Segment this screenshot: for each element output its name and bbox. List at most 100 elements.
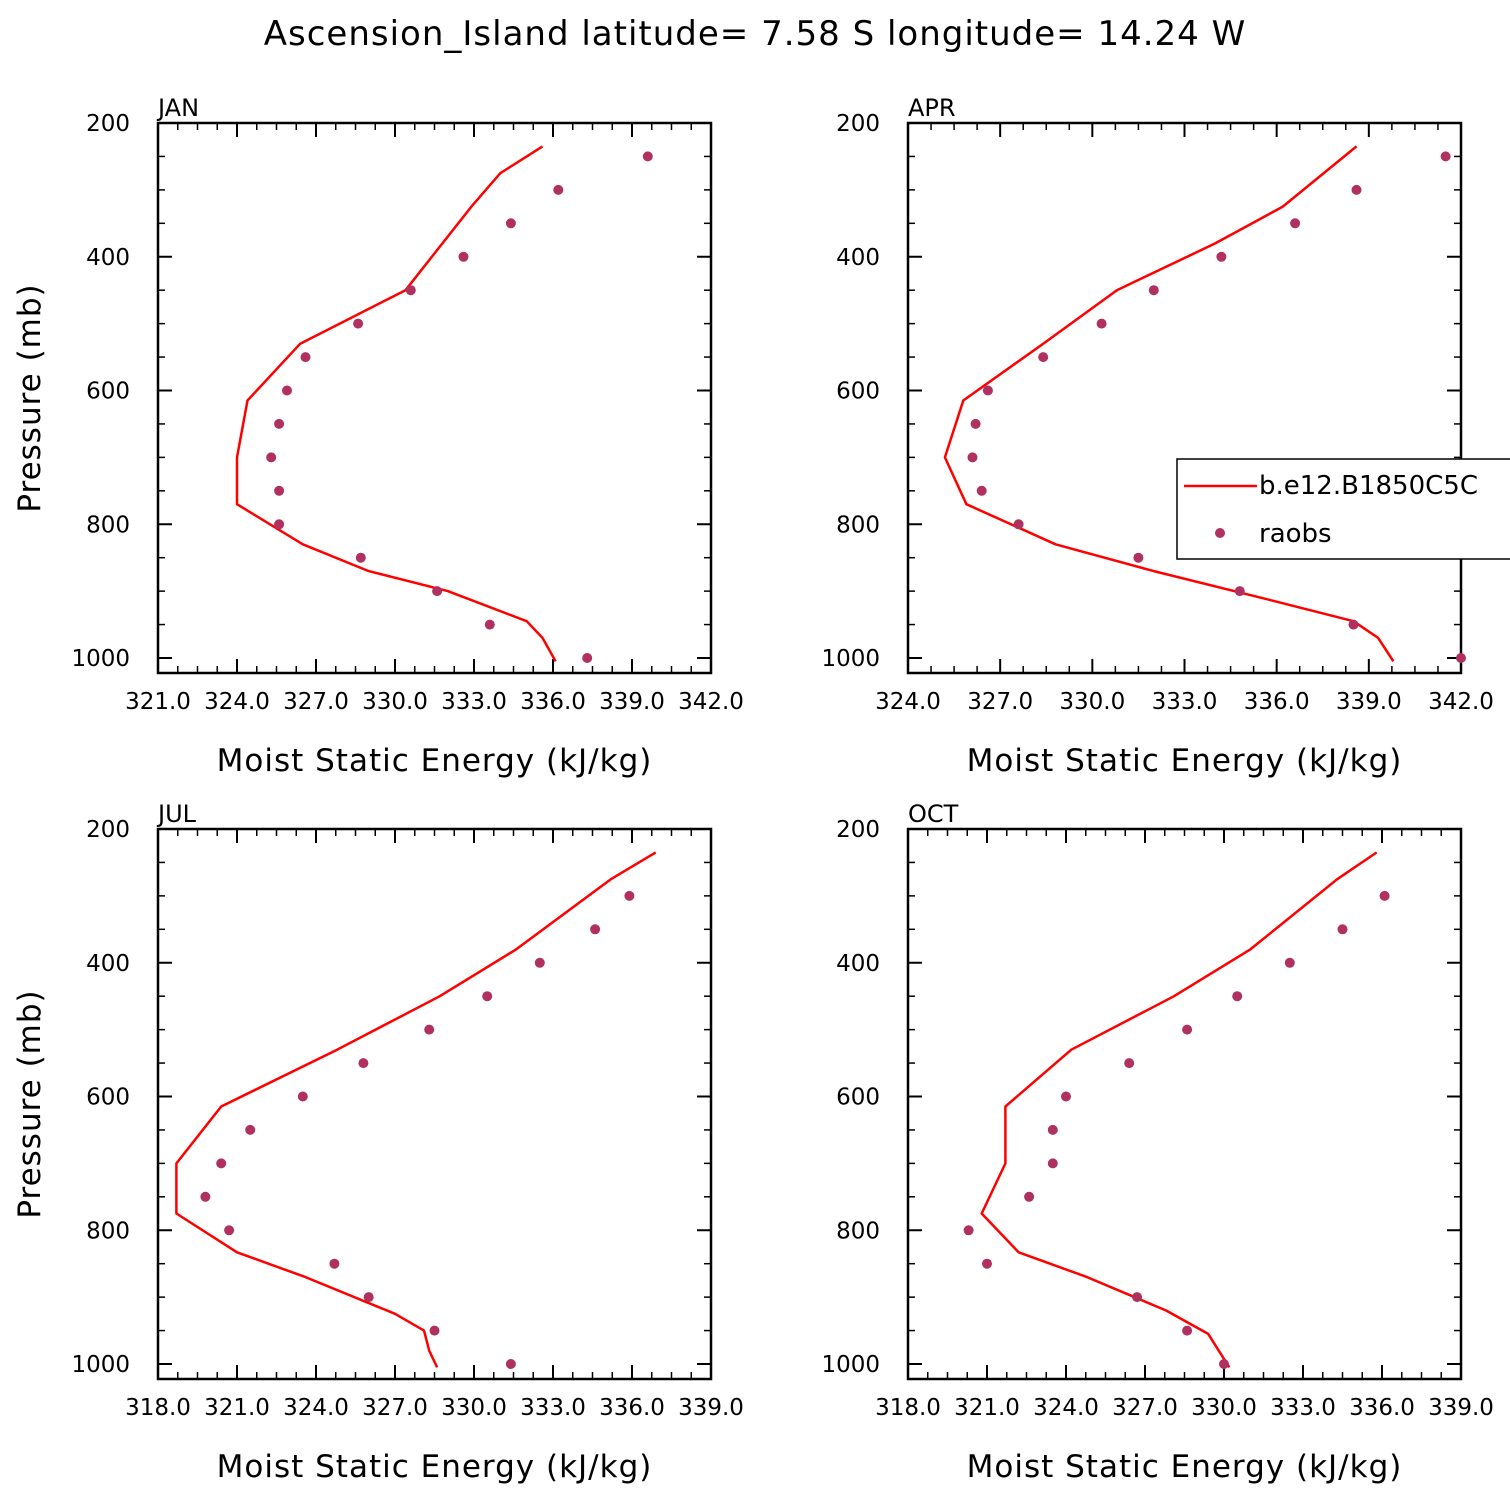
x-axis-label: Moist Static Energy (kJ/kg)	[967, 743, 1403, 779]
panel-oct: OCT 318.0 321.0 324.0 327.0 330.0 333.0 336.0 33…	[821, 800, 1493, 1485]
x-tick-label: 324.0	[875, 689, 941, 715]
raobs-point	[1182, 1325, 1193, 1336]
x-tick-label: 321.0	[125, 689, 191, 715]
raobs-point	[274, 519, 285, 530]
x-tick-label: 336.0	[599, 1395, 665, 1421]
legend: b.e12.B1850C5C raobs	[1176, 458, 1510, 560]
x-tick-label: 321.0	[204, 1395, 270, 1421]
panel-label-jul: JUL	[156, 800, 197, 828]
raobs-point	[1024, 1191, 1035, 1202]
x-tick-label: 324.0	[283, 1395, 349, 1421]
raobs-point	[224, 1225, 235, 1236]
panel-apr: APR 324.0 327.0 330.0 333.0 336.0 339.0 342.0 20…	[821, 94, 1493, 779]
legend-label-raobs: raobs	[1259, 519, 1332, 549]
x-tick-label: 339.0	[1428, 1395, 1494, 1421]
raobs-point	[1216, 251, 1227, 262]
raobs-point	[1047, 1158, 1058, 1169]
x-tick-label: 318.0	[875, 1395, 941, 1421]
x-axis-label: Moist Static Energy (kJ/kg)	[967, 1449, 1403, 1485]
raobs-point	[590, 924, 601, 935]
raobs-point	[282, 385, 292, 396]
raobs-point	[553, 184, 564, 195]
panel-jan: JAN 321.0 324.0 327.0 330.0 333.0 336.0 339.0 34…	[12, 94, 744, 779]
x-tick-label: 336.0	[520, 689, 586, 715]
x-tick-label: 336.0	[1244, 689, 1310, 715]
raobs-point	[1133, 552, 1144, 563]
raobs-point	[1219, 1359, 1229, 1369]
x-tick-label: 324.0	[204, 689, 270, 715]
x-tick-label: 342.0	[1428, 689, 1494, 715]
model-line-jul	[175, 851, 657, 1368]
raobs-point	[1440, 151, 1451, 162]
x-tick-label: 339.0	[678, 1395, 744, 1421]
y-tick-label: 600	[836, 379, 880, 405]
y-tick-label: 200	[86, 817, 130, 843]
raobs-point	[534, 957, 545, 968]
raobs-point	[482, 991, 493, 1002]
raobs-point	[353, 318, 364, 329]
x-tick-label: 333.0	[1152, 689, 1218, 715]
y-tick-label: 400	[86, 951, 130, 977]
raobs-point	[1148, 285, 1159, 296]
raobs-point	[642, 151, 653, 162]
x-tick-label: 342.0	[678, 689, 744, 715]
y-tick-label: 1000	[821, 646, 880, 672]
raobs-point	[424, 1024, 435, 1035]
x-axis-label: Moist Static Energy (kJ/kg)	[217, 1449, 653, 1485]
raobs-point	[216, 1158, 227, 1169]
model-line-oct	[980, 851, 1378, 1368]
raobs-point	[1038, 352, 1049, 363]
raobs-point	[363, 1292, 374, 1303]
raobs-point	[976, 485, 987, 496]
y-tick-label: 400	[86, 245, 130, 271]
x-axis-label: Moist Static Energy (kJ/kg)	[217, 743, 653, 779]
raobs-point	[963, 1225, 974, 1236]
y-tick-label: 800	[836, 512, 880, 538]
raobs-point	[1047, 1124, 1058, 1135]
x-tick-label: 327.0	[1112, 1395, 1178, 1421]
figure-title: Ascension_Island latitude= 7.58 S longit…	[264, 14, 1247, 54]
y-tick-label: 200	[836, 111, 880, 137]
y-tick-label: 400	[836, 245, 880, 271]
x-tick-label: 330.0	[362, 689, 428, 715]
x-tick-label: 333.0	[520, 1395, 586, 1421]
panels-group: JAN 321.0 324.0 327.0 330.0 333.0 336.0 339.0 34…	[12, 94, 1494, 1485]
x-tick-label: 336.0	[1349, 1395, 1415, 1421]
panel-label-apr: APR	[908, 94, 956, 122]
x-tick-label: 333.0	[1270, 1395, 1336, 1421]
panel-label-oct: OCT	[908, 800, 959, 828]
raobs-point	[1124, 1058, 1135, 1069]
legend-box	[1176, 458, 1510, 560]
raobs-point	[358, 1058, 369, 1069]
raobs-point	[970, 418, 981, 429]
y-tick-label: 200	[86, 111, 130, 137]
raobs-point	[200, 1191, 211, 1202]
raobs-point	[1234, 586, 1245, 597]
raobs-point	[1096, 318, 1107, 329]
y-axis-label: Pressure (mb)	[12, 283, 48, 512]
raobs-point	[982, 385, 993, 396]
raobs-point	[429, 1325, 440, 1336]
raobs-point	[1132, 1292, 1143, 1303]
x-tick-label: 330.0	[1059, 689, 1125, 715]
raobs-point	[245, 1124, 256, 1135]
x-tick-label: 324.0	[1033, 1395, 1099, 1421]
x-tick-label: 321.0	[954, 1395, 1020, 1421]
raobs-point	[1013, 519, 1024, 530]
raobs-point	[274, 418, 285, 429]
raobs-point	[458, 251, 469, 262]
y-tick-label: 400	[836, 951, 880, 977]
x-tick-label: 327.0	[283, 689, 349, 715]
raobs-point	[505, 1359, 516, 1369]
legend-marker-swatch	[1215, 528, 1225, 538]
y-tick-label: 1000	[71, 1352, 130, 1378]
x-tick-label: 327.0	[967, 689, 1033, 715]
plot-frame	[156, 827, 713, 1381]
x-tick-label: 333.0	[441, 689, 507, 715]
raobs-point	[967, 452, 978, 463]
raobs-point	[1182, 1024, 1193, 1035]
raobs-point	[624, 890, 635, 901]
raobs-point	[982, 1258, 992, 1269]
raobs-point	[484, 619, 495, 630]
